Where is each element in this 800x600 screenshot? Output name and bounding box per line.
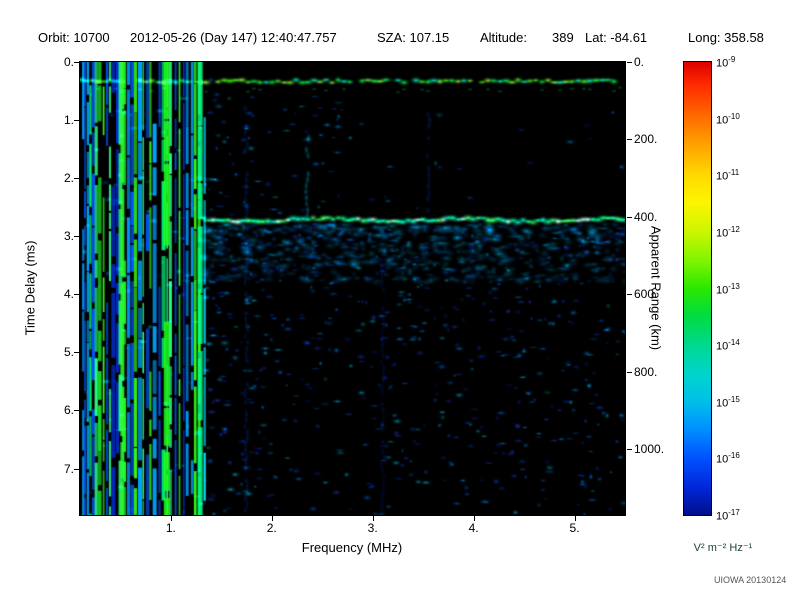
colorbar-tick-label-2: 10-11 — [716, 168, 740, 183]
header-item-3: Altitude: — [480, 30, 527, 45]
y2-tick-mark-2 — [627, 216, 632, 218]
y-tick-mark-1 — [74, 120, 79, 122]
y-tick-label-2: 2. — [63, 171, 74, 186]
colorbar-tick-label-4: 10-13 — [716, 281, 740, 297]
x-tick-label-4: 5. — [569, 521, 580, 535]
y-tick-label-0: 0. — [63, 55, 74, 69]
y2-tick-label-2: 400. — [634, 209, 658, 224]
y2-tick-label-1: 200. — [634, 132, 658, 147]
watermark-label: UIOWA 20130124 — [714, 575, 787, 585]
y2-tick-mark-4 — [627, 371, 632, 373]
header-item-5: Lat: -84.61 — [585, 30, 648, 45]
colorbar-unit-label: V² m⁻² Hz⁻¹ — [693, 542, 753, 554]
y2-tick-mark-1 — [627, 139, 632, 141]
colorbar-tick-label-3: 10-12 — [716, 224, 740, 240]
header-item-1: 2012-05-26 (Day 147) 12:40:47.757 — [130, 30, 337, 45]
x-tick-label-2: 3. — [367, 521, 378, 535]
header-item-2: SZA: 107.15 — [377, 30, 450, 45]
plot-frame — [79, 61, 626, 516]
y2-tick-mark-0 — [627, 62, 632, 63]
colorbar-tick-label-5: 10-14 — [716, 338, 740, 353]
y-tick-label-6: 6. — [63, 403, 74, 418]
x-tick-mark-3 — [473, 516, 475, 521]
y-tick-label-5: 5. — [63, 345, 74, 360]
y-tick-mark-0 — [74, 62, 79, 63]
y-tick-mark-7 — [74, 468, 79, 470]
colorbar — [683, 61, 712, 516]
x-tick-mark-2 — [372, 516, 374, 521]
y2-tick-label-0: 0. — [634, 55, 645, 69]
y-tick-mark-6 — [74, 410, 79, 412]
x-axis-title: Frequency (MHz) — [301, 540, 403, 555]
spectrogram-canvas — [80, 62, 625, 515]
x-tick-mark-0 — [170, 516, 172, 521]
x-tick-mark-4 — [574, 516, 576, 521]
header-item-4: 389 — [552, 30, 574, 45]
x-tick-label-3: 4. — [468, 521, 479, 535]
y2-tick-mark-3 — [627, 294, 632, 296]
y-tick-label-4: 4. — [63, 287, 74, 302]
y2-tick-label-4: 800. — [634, 364, 658, 379]
header-item-6: Long: 358.58 — [688, 30, 764, 45]
y-tick-label-7: 7. — [63, 461, 74, 476]
y-tick-mark-4 — [74, 294, 79, 296]
y2-tick-label-5: 1000. — [634, 442, 665, 457]
colorbar-tick-label-8: 10-17 — [716, 508, 740, 523]
colorbar-tick-label-0: 10-9 — [716, 55, 736, 70]
y-axis-title: Time Delay (ms) — [22, 240, 38, 336]
y2-tick-mark-5 — [627, 449, 632, 451]
y-tick-mark-5 — [74, 352, 79, 354]
colorbar-tick-label-7: 10-16 — [716, 451, 740, 467]
x-tick-label-0: 1. — [165, 521, 176, 535]
header-item-0: Orbit: 10700 — [38, 30, 110, 45]
colorbar-tick-label-1: 10-10 — [716, 111, 740, 127]
y-tick-mark-2 — [74, 178, 79, 180]
x-tick-label-1: 2. — [266, 521, 277, 535]
x-tick-mark-1 — [271, 516, 273, 521]
y-tick-label-1: 1. — [63, 113, 74, 128]
colorbar-tick-label-6: 10-15 — [716, 394, 740, 410]
y2-tick-label-3: 600. — [634, 287, 658, 302]
y-tick-label-3: 3. — [63, 229, 74, 244]
y-tick-mark-3 — [74, 236, 79, 238]
